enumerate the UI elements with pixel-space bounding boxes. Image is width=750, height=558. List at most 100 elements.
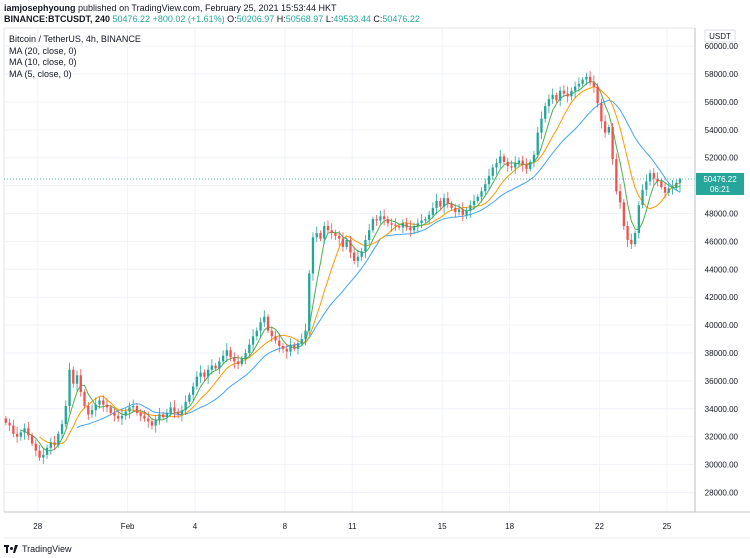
candle-body[interactable] <box>379 216 382 221</box>
candle-body[interactable] <box>540 118 543 133</box>
candle-body[interactable] <box>68 369 71 406</box>
candle-body[interactable] <box>180 410 184 415</box>
candle-body[interactable] <box>345 240 348 247</box>
chart-axes[interactable]: 28000.00 30000.00 32000.00 34000.00 36000.00… <box>4 28 750 539</box>
candle-body[interactable] <box>457 209 461 213</box>
candle-body[interactable] <box>394 224 397 227</box>
candle-body[interactable] <box>630 240 633 245</box>
candle-body[interactable] <box>34 443 37 451</box>
author-name[interactable]: iamjosephyoung <box>4 3 76 13</box>
candle-body[interactable] <box>338 235 341 239</box>
candle-body[interactable] <box>326 226 330 231</box>
candle-body[interactable] <box>581 79 584 84</box>
candle-body[interactable] <box>611 127 614 160</box>
candle-body[interactable] <box>270 330 273 337</box>
candle-body[interactable] <box>135 405 139 413</box>
candle-body[interactable] <box>311 237 315 274</box>
candle-body[interactable] <box>559 90 562 101</box>
candle-body[interactable] <box>319 233 322 239</box>
candle-body[interactable] <box>27 428 30 436</box>
candle-body[interactable] <box>109 407 112 413</box>
candle-body[interactable] <box>397 226 401 228</box>
candle-body[interactable] <box>547 99 551 107</box>
candle-body[interactable] <box>158 414 161 420</box>
candle-body[interactable] <box>154 419 157 426</box>
candle-body[interactable] <box>450 203 453 208</box>
candle-body[interactable] <box>382 216 386 220</box>
candle-body[interactable] <box>517 160 521 164</box>
candle-body[interactable] <box>120 415 124 419</box>
candle-body[interactable] <box>132 405 135 408</box>
candle-body[interactable] <box>536 132 539 155</box>
candle-body[interactable] <box>218 361 221 369</box>
candle-body[interactable] <box>401 223 405 228</box>
candle-body[interactable] <box>79 375 82 393</box>
candle-body[interactable] <box>532 154 536 162</box>
footer-brand[interactable]: TradingView <box>4 544 72 554</box>
candle-body[interactable] <box>214 365 217 369</box>
candle-body[interactable] <box>656 178 659 182</box>
candle-body[interactable] <box>296 343 300 349</box>
candle-body[interactable] <box>188 394 191 402</box>
candle-body[interactable] <box>405 223 408 228</box>
candle-body[interactable] <box>648 173 652 182</box>
candle-body[interactable] <box>248 344 251 353</box>
candle-body[interactable] <box>502 156 506 162</box>
candle-body[interactable] <box>233 357 236 362</box>
candle-body[interactable] <box>555 94 558 101</box>
candle-body[interactable] <box>529 161 532 169</box>
candle-body[interactable] <box>585 76 588 80</box>
candle-body[interactable] <box>431 207 434 215</box>
candle-body[interactable] <box>637 205 640 234</box>
candle-body[interactable] <box>184 401 187 411</box>
candle-body[interactable] <box>424 219 427 221</box>
candle-body[interactable] <box>102 400 105 405</box>
candle-body[interactable] <box>240 358 243 365</box>
candle-body[interactable] <box>353 252 356 261</box>
candle-body[interactable] <box>412 226 416 231</box>
candle-body[interactable] <box>427 214 431 220</box>
candle-body[interactable] <box>206 369 210 377</box>
candle-body[interactable] <box>566 93 569 97</box>
candle-body[interactable] <box>221 355 225 362</box>
candle-body[interactable] <box>461 209 464 215</box>
candle-body[interactable] <box>577 83 581 87</box>
candle-body[interactable] <box>510 166 513 168</box>
candle-body[interactable] <box>660 181 663 188</box>
candle-body[interactable] <box>176 411 180 415</box>
candle-body[interactable] <box>592 82 596 87</box>
candle-body[interactable] <box>169 407 172 413</box>
candle-body[interactable] <box>308 273 311 331</box>
candle-body[interactable] <box>570 90 573 97</box>
candle-body[interactable] <box>150 421 154 426</box>
candle-body[interactable] <box>514 163 517 168</box>
candle-body[interactable] <box>251 336 255 345</box>
candle-body[interactable] <box>285 348 288 352</box>
candle-body[interactable] <box>72 369 75 384</box>
candle-body[interactable] <box>349 240 352 253</box>
candle-body[interactable] <box>203 372 206 377</box>
candle-body[interactable] <box>551 94 554 100</box>
candle-body[interactable] <box>618 191 622 203</box>
candle-body[interactable] <box>304 330 307 340</box>
candle-body[interactable] <box>615 159 618 192</box>
candle-body[interactable] <box>289 344 292 352</box>
candle-body[interactable] <box>633 233 637 245</box>
candle-body[interactable] <box>465 210 468 215</box>
candle-body[interactable] <box>330 230 333 234</box>
candle-body[interactable] <box>165 412 169 418</box>
candle-body[interactable] <box>607 127 611 133</box>
candle-body[interactable] <box>573 86 577 91</box>
candle-body[interactable] <box>229 350 232 358</box>
candle-body[interactable] <box>454 207 457 213</box>
candle-body[interactable] <box>293 344 296 349</box>
candle-body[interactable] <box>30 435 34 444</box>
candle-body[interactable] <box>420 220 423 224</box>
candle-body[interactable] <box>263 316 266 323</box>
candle-body[interactable] <box>506 161 509 167</box>
candle-body[interactable] <box>600 103 603 122</box>
candle-body[interactable] <box>143 415 146 419</box>
candle-body[interactable] <box>334 233 337 236</box>
candle-body[interactable] <box>45 447 49 455</box>
candle-body[interactable] <box>90 410 94 415</box>
